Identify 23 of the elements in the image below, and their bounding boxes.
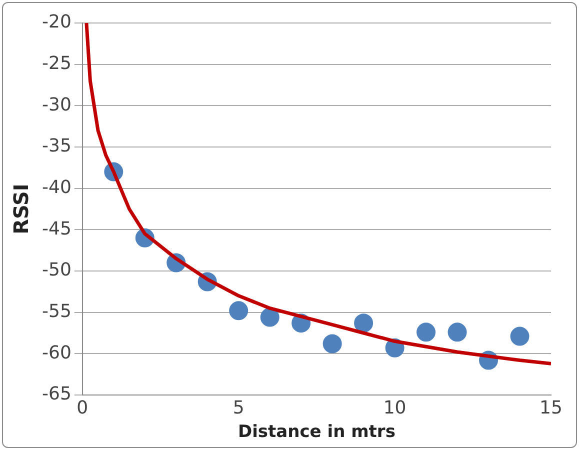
point [416,322,436,342]
y-tick-label: -40 [42,177,72,198]
x-tick-label: 0 [76,397,88,418]
y-tick-label: -35 [42,136,72,157]
x-tick-label: 5 [232,397,244,418]
y-tick-label: -20 [42,12,72,33]
y-tick-label: -50 [42,260,72,281]
y-tick-label: -55 [42,301,72,322]
point [448,322,467,342]
point [229,301,248,320]
point [510,326,530,346]
point [322,334,342,354]
y-tick-label: -30 [42,94,72,116]
x-tick-label: 15 [540,397,562,418]
x-tick-label: 10 [383,397,406,418]
point [354,314,374,333]
y-tick-label: -60 [42,342,72,364]
y-tick-label: -45 [42,218,72,240]
x-axis-title: Distance in mtrs [238,422,396,442]
point [260,308,280,327]
y-axis-title: RSSI [9,184,34,234]
y-tick-label: -65 [42,384,72,405]
y-tick-label: -25 [42,53,72,74]
